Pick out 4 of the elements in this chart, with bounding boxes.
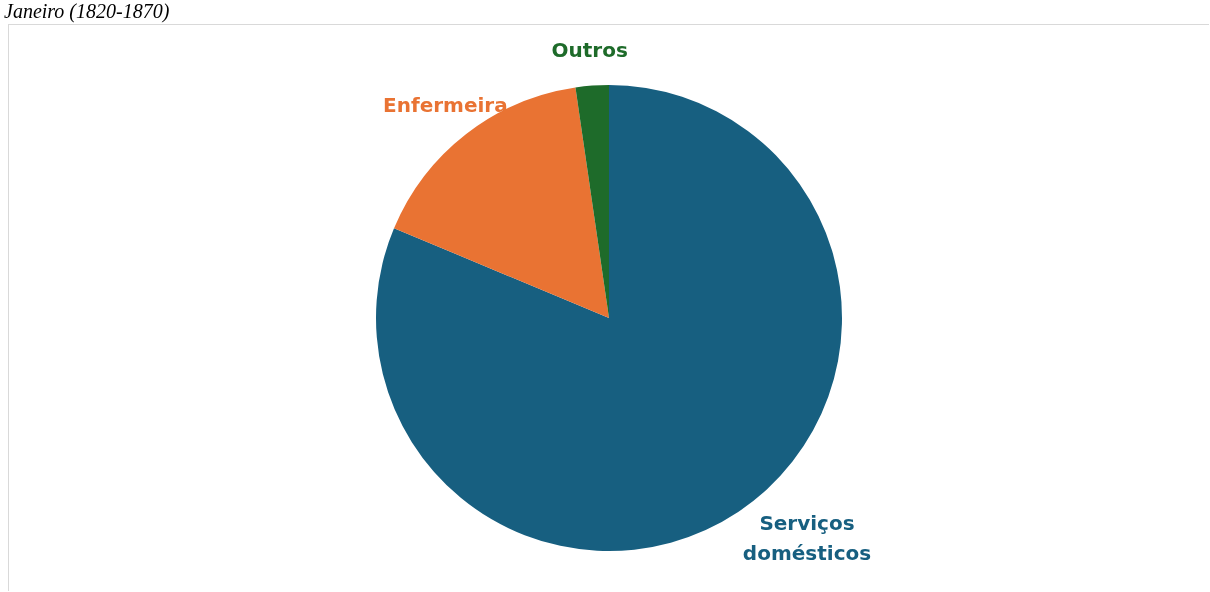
text: Janeiro (1820-1870) <box>4 0 170 22</box>
slice-label: Outros <box>551 37 628 62</box>
slice-label: Serviços domésticos <box>742 511 872 566</box>
slice-label: Enfermeira <box>383 93 508 118</box>
